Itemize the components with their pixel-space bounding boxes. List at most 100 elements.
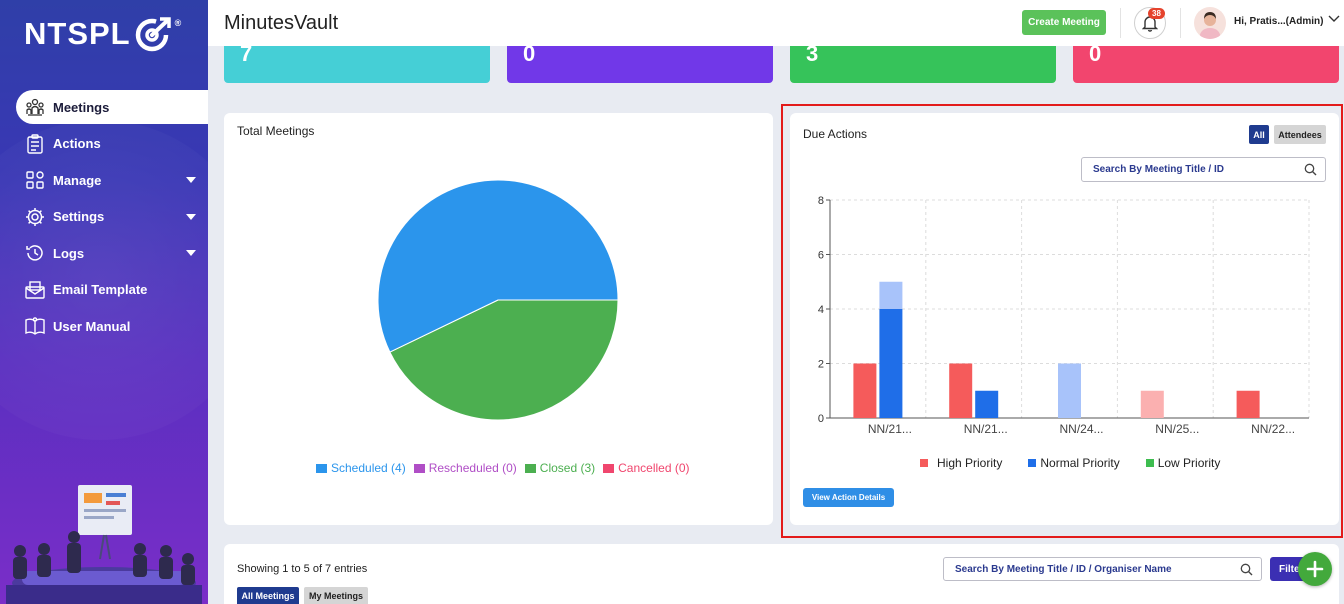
registered-mark: ® (174, 18, 183, 28)
bar-high-priority (853, 363, 877, 418)
toggle-all-button[interactable]: All (1249, 125, 1269, 144)
x-tick-label: NN/24... (1059, 422, 1103, 436)
legend-swatch (524, 463, 536, 473)
legend-label: Closed (3) (539, 461, 596, 475)
app-title: MinutesVault (224, 12, 339, 34)
x-tick-label: NN/25... (1155, 422, 1199, 436)
sidebar: NTSPL ® Meetings Actions Manage (0, 0, 208, 604)
sidebar-item-logs[interactable]: Logs (16, 236, 208, 270)
search-placeholder: Search By Meeting Title / ID / Organiser… (955, 563, 1172, 575)
sidebar-nav: Meetings Actions Manage Settings (16, 90, 208, 346)
toggle-attendees-button[interactable]: Attendees (1274, 125, 1326, 144)
gear-icon (25, 207, 45, 227)
bar-normal-priority (879, 309, 903, 418)
search-icon[interactable] (1304, 163, 1317, 176)
panel-title: Total Meetings (237, 124, 315, 138)
search-placeholder: Search By Meeting Title / ID (1093, 164, 1224, 175)
brand-logo[interactable]: NTSPL ® (24, 16, 182, 52)
sidebar-item-settings[interactable]: Settings (16, 200, 208, 234)
meetings-icon (25, 97, 45, 117)
legend-label: Low Priority (1157, 456, 1221, 470)
stat-value: 3 (806, 41, 819, 66)
chevron-down-icon (186, 250, 196, 256)
stat-card-total[interactable]: 7 (224, 41, 490, 83)
y-tick-label: 2 (818, 359, 824, 371)
x-tick-label: NN/21... (964, 422, 1008, 436)
legend-item[interactable]: Rescheduled (0) (413, 461, 517, 475)
filter-label: Filter (1279, 563, 1304, 575)
legend-swatch (603, 463, 615, 473)
header-divider (1180, 8, 1181, 38)
stat-value: 0 (523, 41, 536, 66)
sidebar-item-label: Meetings (53, 99, 110, 115)
pie-legend: Scheduled (4) Rescheduled (0) Closed (3)… (316, 461, 698, 475)
legend-item[interactable]: High Priority (920, 456, 1002, 470)
bar-normal-priority (1058, 363, 1081, 418)
due-actions-bar-chart: 0 2 4 6 8 NN/21... NN/21... NN/24... NN/25... NN/… (818, 195, 1310, 436)
meetings-search-input[interactable]: Search By Meeting Title / ID / Organiser… (943, 557, 1262, 581)
chevron-down-icon (186, 177, 196, 183)
clipboard-icon (25, 133, 45, 154)
y-tick-label: 0 (818, 413, 824, 425)
due-actions-search-input[interactable]: Search By Meeting Title / ID (1081, 157, 1326, 182)
sidebar-item-label: Email Template (53, 282, 148, 297)
sidebar-item-meetings[interactable]: Meetings (16, 90, 208, 124)
legend-swatch (413, 463, 425, 473)
x-tick-label: NN/22... (1251, 422, 1295, 436)
sidebar-item-label: Logs (53, 245, 85, 261)
total-meetings-pie-chart (377, 179, 619, 421)
view-action-details-button[interactable]: View Action Details (803, 488, 894, 507)
history-icon (25, 243, 45, 263)
stat-card-closed[interactable]: 3 (790, 41, 1056, 83)
bar-high-priority (949, 363, 973, 418)
bar-high-priority (1140, 390, 1164, 418)
stat-value: 0 (1089, 41, 1102, 66)
sidebar-item-user-manual[interactable]: User Manual (16, 309, 208, 343)
sidebar-item-label: Manage (53, 172, 102, 188)
bar-normal-priority (975, 390, 999, 418)
legend-label: Rescheduled (0) (428, 461, 517, 475)
panel-title: Due Actions (803, 127, 868, 141)
header-divider (1120, 8, 1121, 38)
legend-swatch (1028, 459, 1037, 467)
tab-my-meetings[interactable]: My Meetings (304, 587, 368, 604)
avatar[interactable] (1194, 7, 1226, 39)
add-meeting-button[interactable] (1298, 552, 1332, 586)
legend-item[interactable]: Normal Priority (1028, 456, 1120, 470)
sidebar-item-actions[interactable]: Actions (16, 127, 208, 161)
y-tick-label: 4 (818, 304, 824, 316)
plus-icon (1306, 560, 1324, 578)
bar-normal-priority-pending (879, 281, 903, 309)
stat-card-rescheduled[interactable]: 0 (507, 41, 773, 83)
bar-legend: High Priority Normal Priority Low Priori… (920, 456, 1228, 470)
legend-item[interactable]: Scheduled (4) (316, 461, 406, 475)
tab-all-meetings[interactable]: All Meetings (237, 587, 299, 604)
selection-highlight (781, 104, 1343, 538)
legend-label: Cancelled (0) (618, 461, 690, 475)
logo-arrow-icon (135, 17, 171, 52)
legend-item[interactable]: Low Priority (1145, 456, 1221, 470)
user-menu-label[interactable]: Hi, Pratis...(Admin) (1234, 16, 1324, 27)
entries-summary: Showing 1 to 5 of 7 entries (237, 563, 368, 575)
y-tick-label: 8 (818, 195, 824, 207)
notification-badge: 38 (1148, 8, 1165, 19)
create-meeting-button[interactable]: Create Meeting (1022, 10, 1106, 35)
sidebar-item-email-template[interactable]: Email Template (16, 273, 208, 307)
sidebar-item-manage[interactable]: Manage (16, 163, 208, 197)
sidebar-item-label: Actions (53, 136, 101, 151)
stat-card-cancelled[interactable]: 0 (1073, 41, 1339, 83)
meeting-illustration (6, 485, 202, 604)
bar-high-priority (1236, 390, 1260, 418)
search-icon[interactable] (1240, 563, 1253, 576)
legend-item[interactable]: Cancelled (0) (603, 461, 690, 475)
x-tick-label: NN/21... (868, 422, 912, 436)
pie-slice-scheduled (377, 179, 619, 353)
chevron-down-icon[interactable] (1328, 14, 1340, 24)
legend-swatch (316, 463, 327, 473)
sidebar-item-label: User Manual (53, 318, 131, 334)
logo-text: NTSPL (24, 16, 131, 51)
stat-value: 7 (240, 41, 253, 66)
chevron-down-icon (186, 213, 196, 220)
legend-item[interactable]: Closed (3) (524, 461, 596, 475)
book-icon (25, 316, 45, 336)
